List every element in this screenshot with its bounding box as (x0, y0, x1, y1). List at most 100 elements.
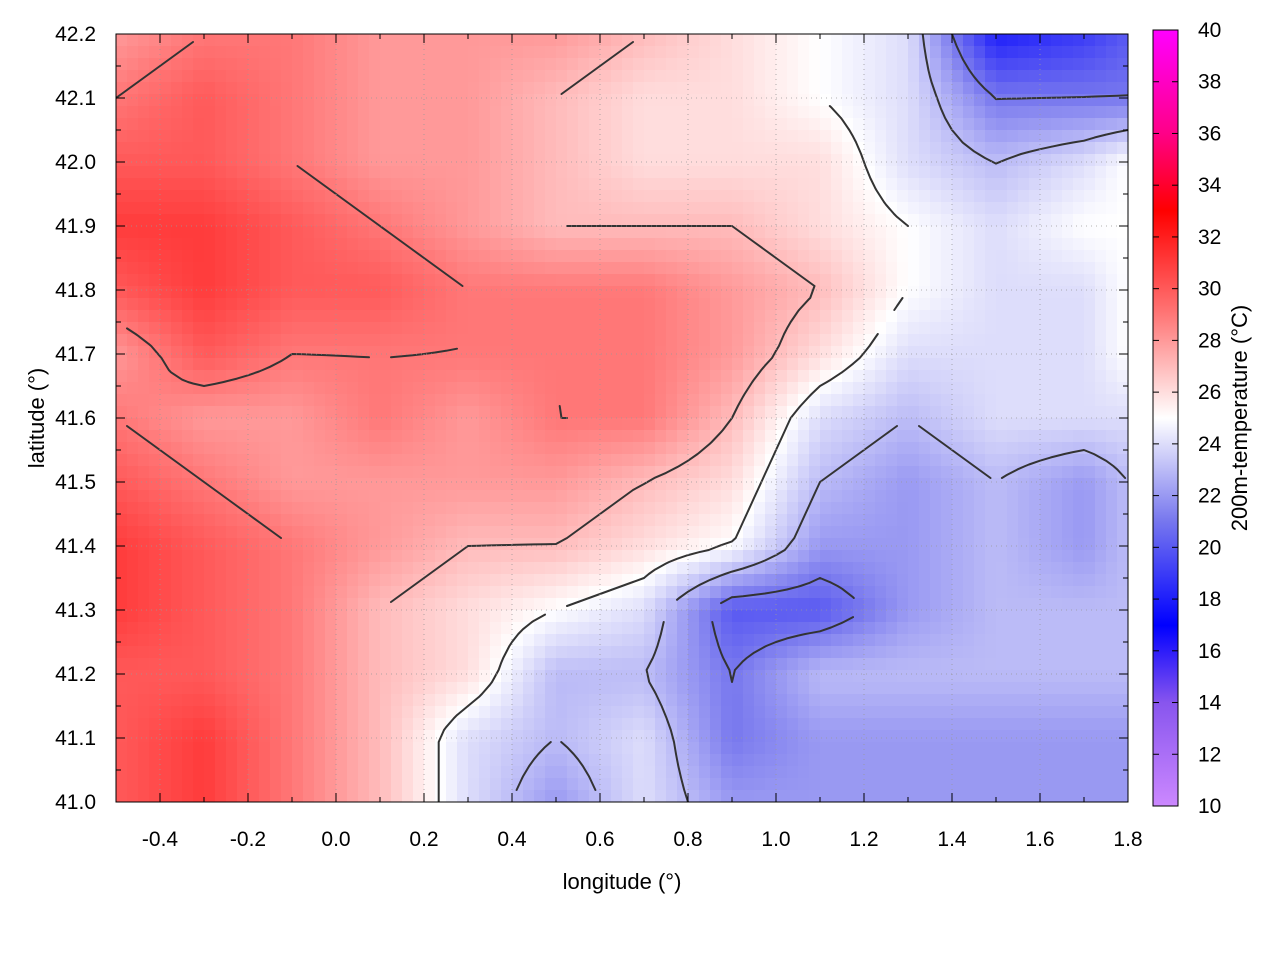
heat-cell (391, 430, 403, 443)
heat-cell (611, 250, 623, 263)
heat-cell (875, 322, 887, 335)
heat-cell (204, 562, 216, 575)
heat-cell (963, 250, 975, 263)
heat-cell (523, 262, 535, 275)
heat-cell (490, 346, 502, 359)
heat-cell (875, 442, 887, 455)
heat-cell (732, 574, 744, 587)
heat-cell (424, 238, 436, 251)
heat-cell (754, 94, 766, 107)
heat-cell (413, 106, 425, 119)
heat-cell (644, 370, 656, 383)
heat-cell (985, 130, 997, 143)
heat-cell (1106, 310, 1118, 323)
heat-cell (787, 286, 799, 299)
heat-cell (138, 58, 150, 71)
heat-cell (985, 406, 997, 419)
heat-cell (1051, 622, 1063, 635)
heat-cell (325, 190, 337, 203)
heat-cell (963, 502, 975, 515)
heat-cell (952, 646, 964, 659)
heat-cell (1084, 58, 1096, 71)
heat-cell (479, 502, 491, 515)
heat-cell (380, 250, 392, 263)
heat-cell (1007, 622, 1019, 635)
heat-cell (391, 106, 403, 119)
heat-cell (831, 526, 843, 539)
heat-cell (270, 322, 282, 335)
heat-cell (655, 466, 667, 479)
heat-cell (1117, 478, 1128, 491)
heat-cell (853, 538, 865, 551)
heat-cell (501, 154, 513, 167)
heat-cell (303, 478, 315, 491)
heat-cell (919, 118, 931, 131)
heat-cell (930, 610, 942, 623)
heat-cell (457, 610, 469, 623)
heat-cell (204, 370, 216, 383)
heat-cell (1018, 538, 1030, 551)
heat-cell (589, 154, 601, 167)
heat-cell (1029, 202, 1041, 215)
heat-cell (666, 382, 678, 395)
heat-cell (688, 250, 700, 263)
heat-cell (248, 274, 260, 287)
heat-cell (1007, 106, 1019, 119)
heat-cell (765, 142, 777, 155)
heat-cell (765, 478, 777, 491)
heat-cell (765, 646, 777, 659)
heat-cell (314, 46, 326, 59)
heat-cell (435, 526, 447, 539)
heat-cell (479, 118, 491, 131)
heat-cell (270, 142, 282, 155)
heat-cell (930, 94, 942, 107)
heat-cell (809, 550, 821, 563)
heat-cell (930, 298, 942, 311)
heat-cell (820, 202, 832, 215)
heat-cell (1106, 142, 1118, 155)
heat-cell (116, 214, 128, 227)
heat-cell (523, 394, 535, 407)
heat-cell (765, 526, 777, 539)
heat-cell (644, 382, 656, 395)
heat-cell (314, 358, 326, 371)
heat-cell (930, 334, 942, 347)
heat-cell (831, 262, 843, 275)
heat-cell (534, 478, 546, 491)
heat-cell (556, 526, 568, 539)
heat-cell (754, 214, 766, 227)
heat-cell (413, 574, 425, 587)
heat-cell (182, 262, 194, 275)
heat-cell (270, 262, 282, 275)
heat-cell (721, 622, 733, 635)
heat-cell (138, 274, 150, 287)
heat-cell (127, 190, 139, 203)
heat-cell (919, 34, 931, 47)
heat-cell (545, 346, 557, 359)
heat-cell (1095, 658, 1107, 671)
heat-cell (127, 130, 139, 143)
heat-cell (655, 646, 667, 659)
heat-cell (842, 430, 854, 443)
heat-cell (578, 442, 590, 455)
heat-cell (424, 406, 436, 419)
heat-cell (644, 502, 656, 515)
heat-cell (974, 142, 986, 155)
heat-cell (424, 178, 436, 191)
heat-cell (765, 238, 777, 251)
heat-cell (1084, 622, 1096, 635)
heat-cell (732, 406, 744, 419)
heat-cell (974, 286, 986, 299)
heat-cell (633, 286, 645, 299)
heat-cell (688, 478, 700, 491)
heat-cell (688, 502, 700, 515)
heat-cell (347, 70, 359, 83)
heat-cell (853, 178, 865, 191)
heat-cell (754, 394, 766, 407)
heat-cell (765, 490, 777, 503)
heat-cell (336, 370, 348, 383)
heat-cell (435, 622, 447, 635)
heat-cell (677, 382, 689, 395)
heat-cell (468, 586, 480, 599)
heat-cell (1007, 202, 1019, 215)
